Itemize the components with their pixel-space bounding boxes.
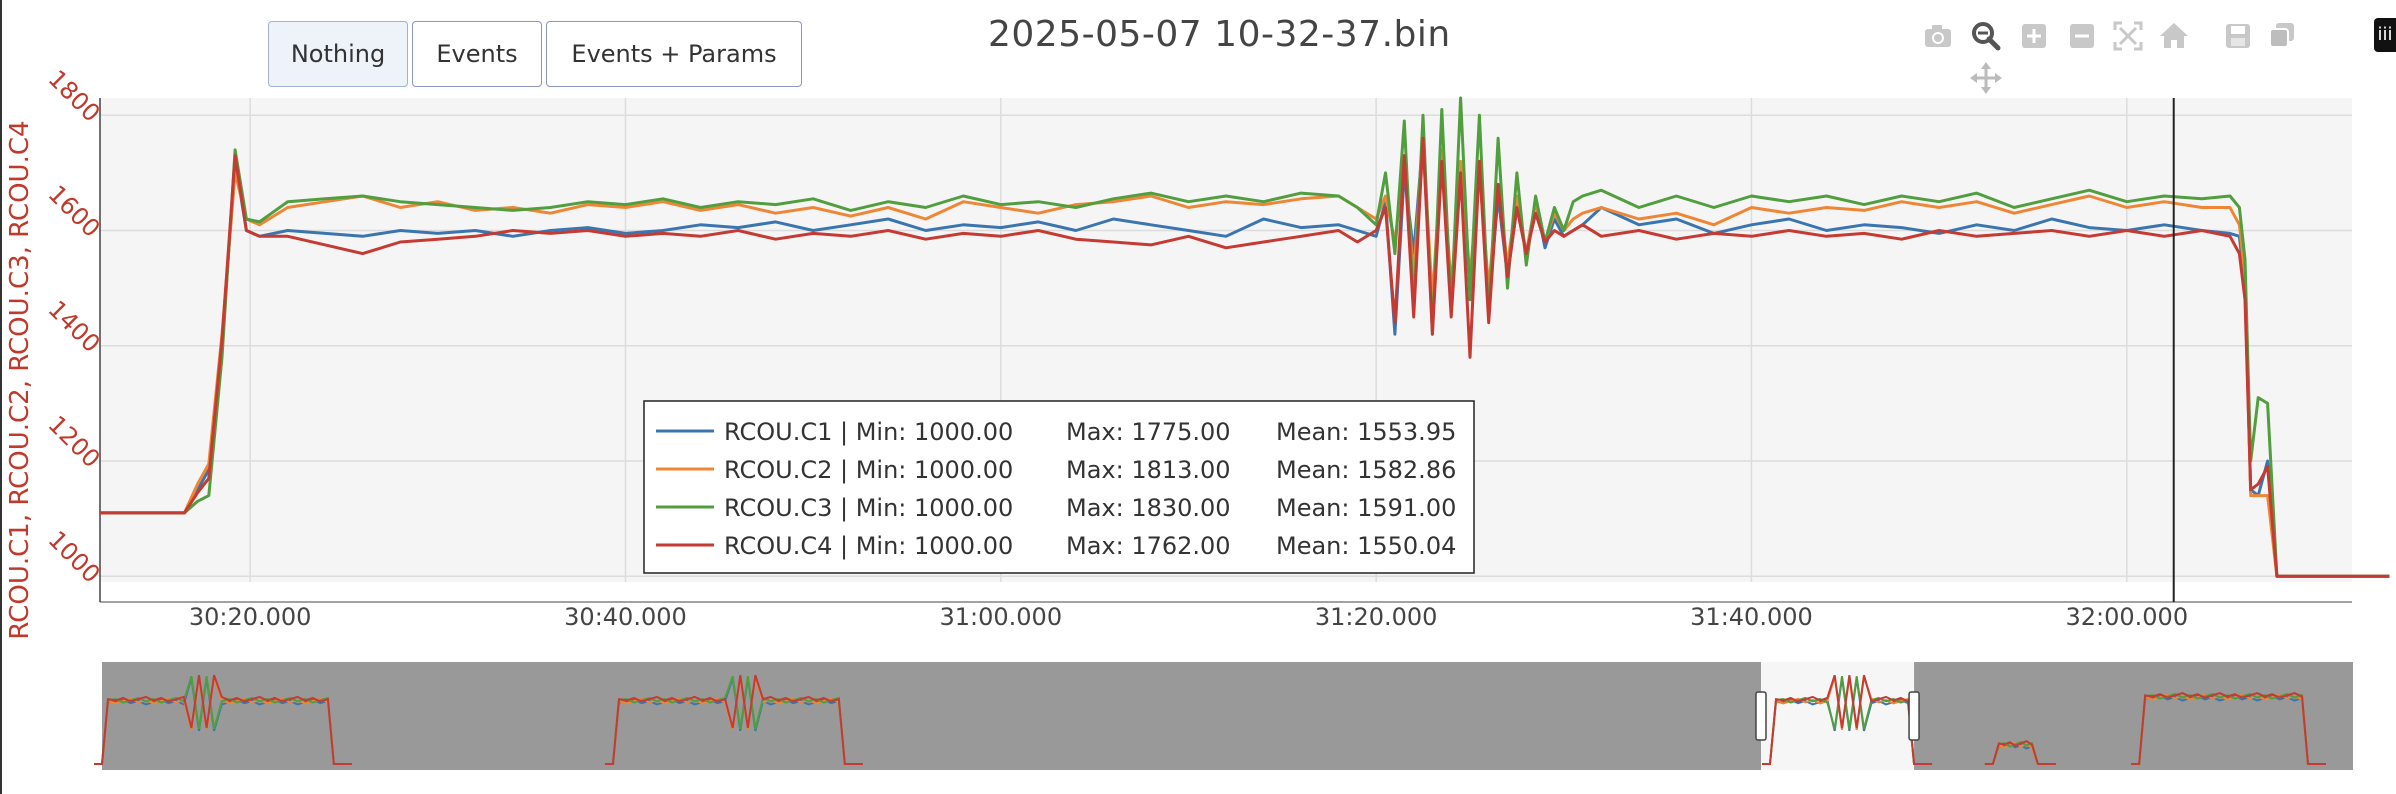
x-tick-label: 31:00.000 [939,603,1062,631]
range-slider-trace [2131,692,2326,765]
range-slider-handle[interactable] [1755,691,1767,741]
legend-mean: Mean: 1550.04 [1276,532,1456,560]
camera-icon[interactable] [1920,18,1956,54]
range-slider-trace [1984,739,2056,765]
annotation-mode-buttons: Nothing Events Events + Params [268,21,802,89]
range-slider-trace [94,675,352,765]
y-axis-label: RCOU.C1, RCOU.C2, RCOU.C3, RCOU.C4 [5,120,35,639]
series-line-rcou-c3 [100,96,2390,578]
range-slider-trace [1761,674,1933,765]
range-slider-trace [604,674,863,765]
edge-tab[interactable]: iii [2374,18,2396,52]
legend-max: Max: 1813.00 [1066,456,1231,484]
events-button[interactable]: Events [412,21,542,87]
series-line-rcou-c4 [100,136,2390,578]
home-icon[interactable] [2156,18,2192,54]
legend-entry: RCOU.C4 | Min: 1000.00 [724,532,1013,560]
autoscale-icon[interactable] [2110,18,2146,54]
legend-mean: Mean: 1582.86 [1276,456,1456,484]
x-tick-label: 31:20.000 [1315,603,1438,631]
zoom-icon[interactable] [1968,18,2004,54]
range-slider-trace [2131,693,2326,765]
nothing-button[interactable]: Nothing [268,21,408,87]
copy-icon[interactable] [2264,18,2300,54]
range-slider-trace [604,675,863,765]
range-slider-handle[interactable] [1908,691,1920,741]
y-tick-label: 1800 [43,65,106,128]
chart-title: 2025-05-07 10-32-37.bin [988,14,1451,55]
legend-entry: RCOU.C1 | Min: 1000.00 [724,418,1013,446]
legend-max: Max: 1762.00 [1066,532,1231,560]
legend-entry: RCOU.C3 | Min: 1000.00 [724,494,1013,522]
x-tick-label: 30:40.000 [564,603,687,631]
y-tick-label: 1200 [43,410,106,473]
y-tick-label: 1000 [43,525,106,588]
pan-icon[interactable] [1968,60,2004,96]
legend-max: Max: 1775.00 [1066,418,1231,446]
y-tick-label: 1600 [43,180,106,243]
x-tick-label: 32:00.000 [2065,603,2188,631]
x-tick-label: 31:40.000 [1690,603,1813,631]
zoom-in-icon[interactable] [2016,18,2052,54]
range-slider-trace [94,674,352,765]
y-tick-label: 1400 [43,295,106,358]
save-icon[interactable] [2220,18,2256,54]
legend-mean: Mean: 1553.95 [1276,418,1456,446]
legend-entry: RCOU.C2 | Min: 1000.00 [724,456,1013,484]
range-slider-track[interactable] [102,662,2353,770]
events-params-button[interactable]: Events + Params [546,21,802,87]
legend-mean: Mean: 1591.00 [1276,494,1456,522]
legend-max: Max: 1830.00 [1066,494,1231,522]
legend-box [643,400,1475,574]
zoom-out-icon[interactable] [2064,18,2100,54]
x-tick-label: 30:20.000 [189,603,312,631]
range-slider-trace [2131,692,2326,765]
